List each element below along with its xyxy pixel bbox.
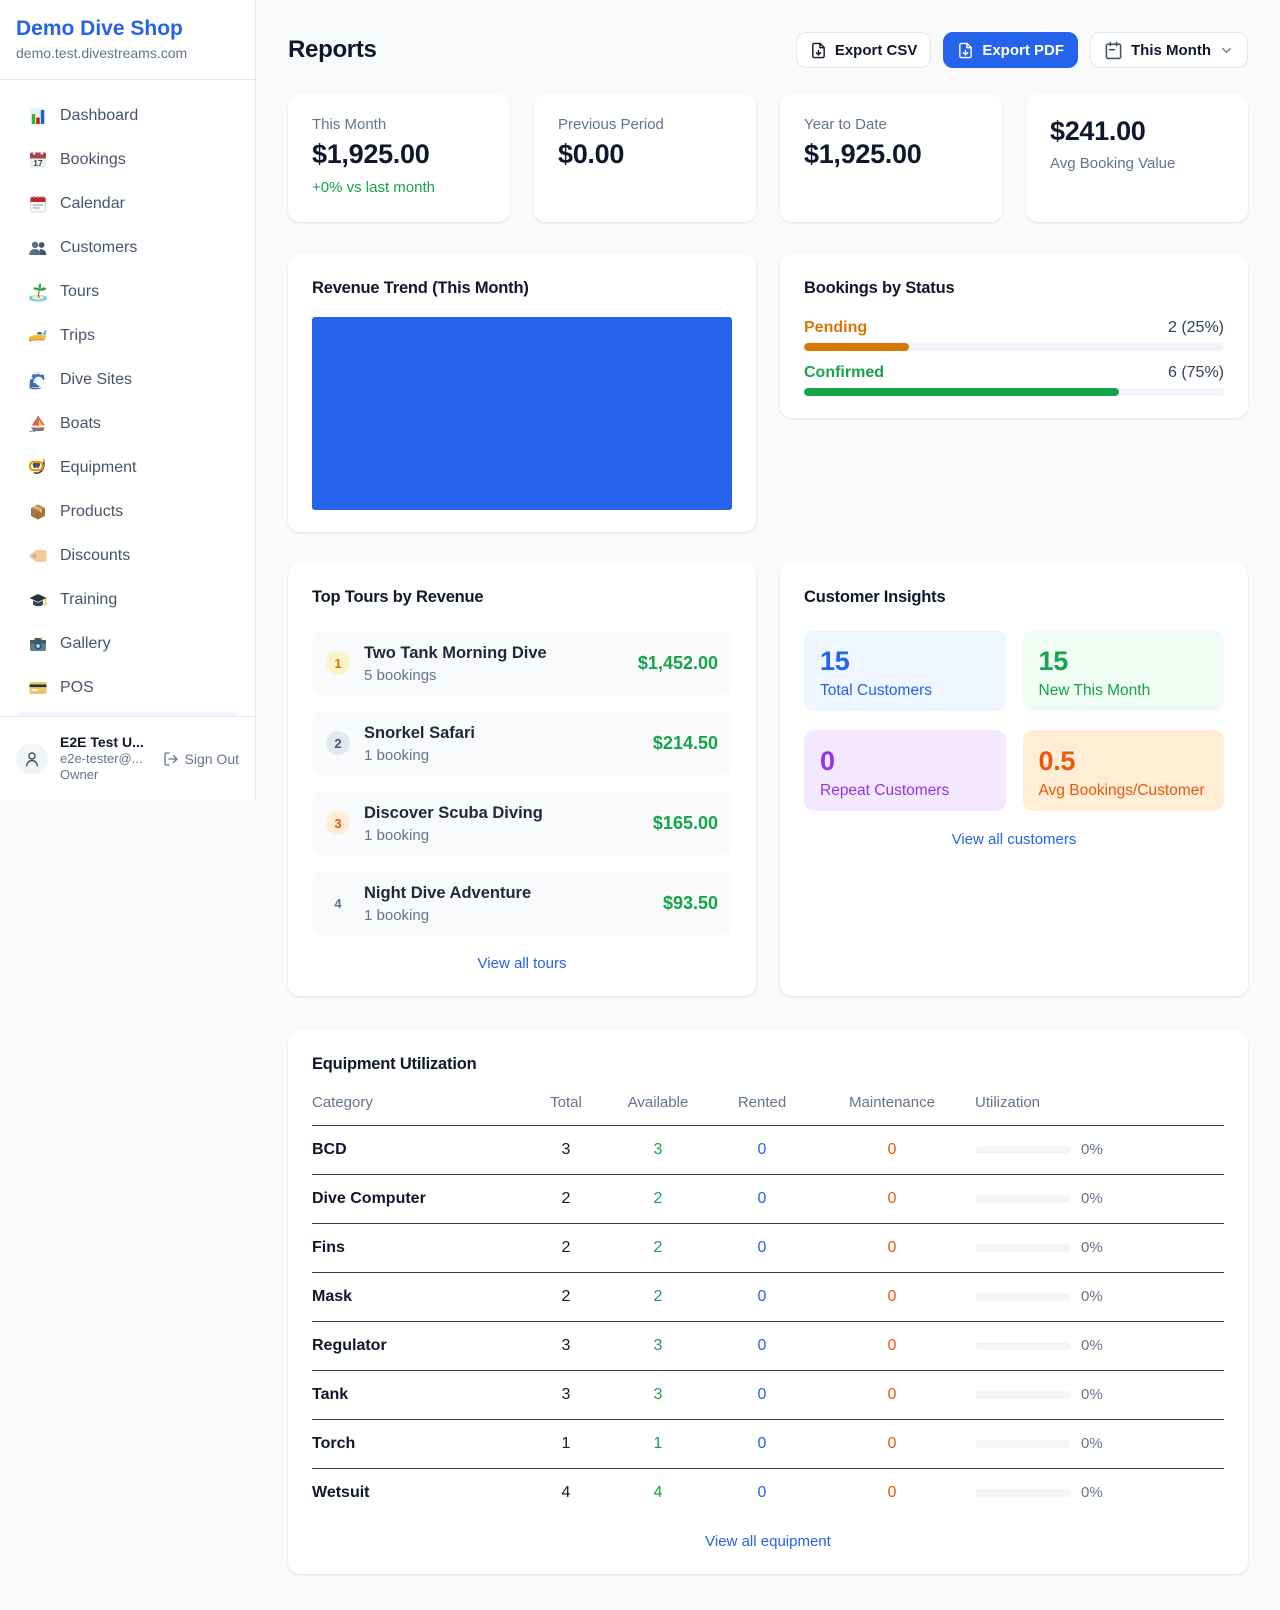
svg-text:17: 17	[33, 158, 43, 168]
